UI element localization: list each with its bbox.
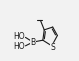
- Text: B: B: [30, 38, 36, 47]
- Text: HO: HO: [13, 42, 25, 51]
- Text: S: S: [50, 43, 55, 52]
- Text: HO: HO: [13, 32, 25, 41]
